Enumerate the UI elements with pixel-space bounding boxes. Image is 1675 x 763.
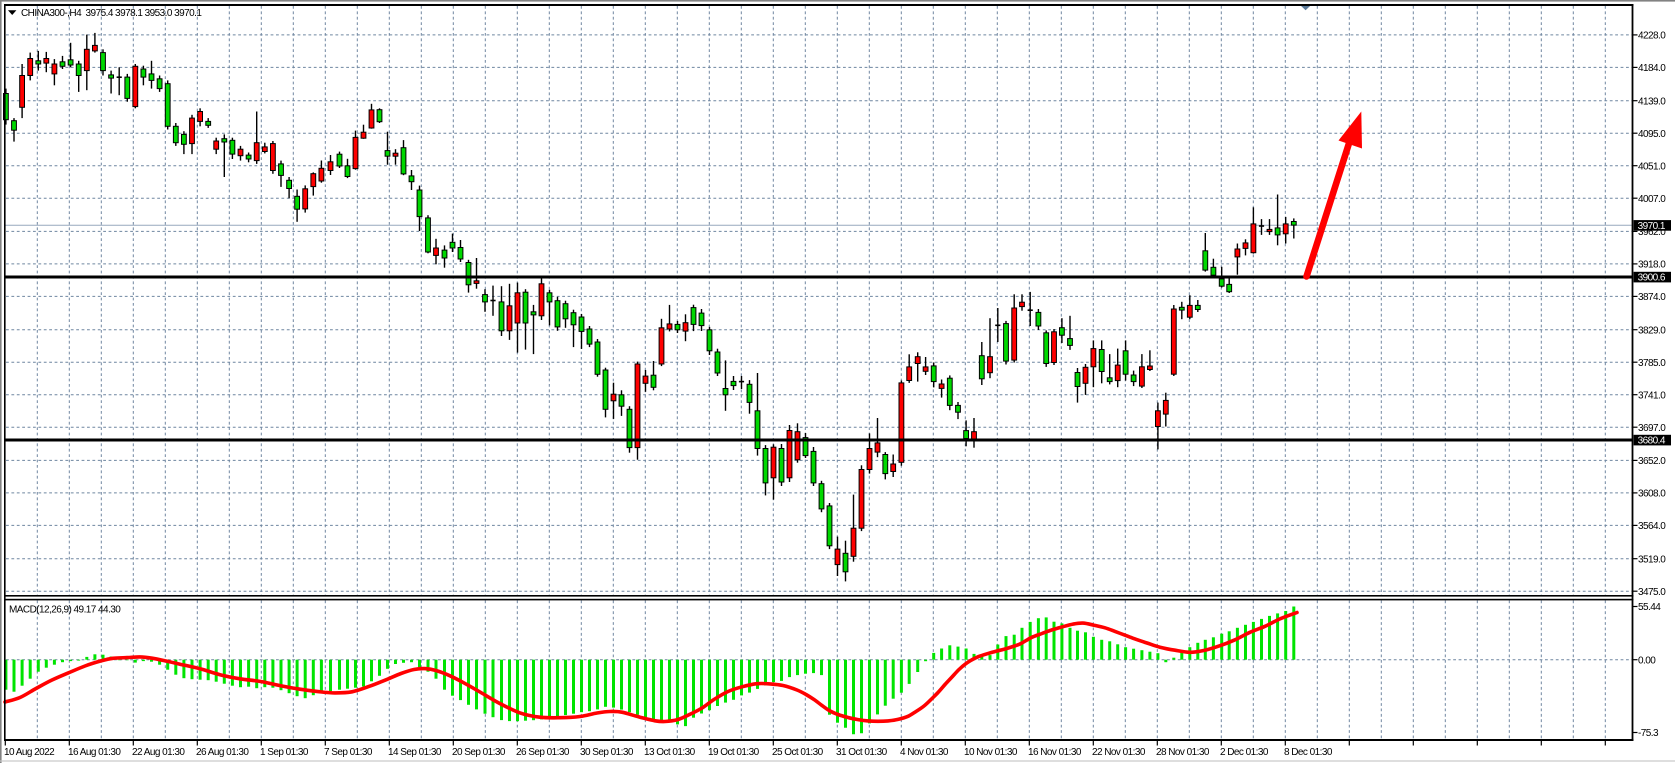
- svg-text:22 Aug 01:30: 22 Aug 01:30: [132, 747, 185, 758]
- svg-text:14 Sep 01:30: 14 Sep 01:30: [388, 747, 442, 758]
- svg-text:3519.0: 3519.0: [1638, 554, 1666, 565]
- svg-text:3475.0: 3475.0: [1638, 587, 1666, 598]
- svg-text:-75.3: -75.3: [1638, 728, 1659, 739]
- svg-text:16 Aug 01:30: 16 Aug 01:30: [68, 747, 121, 758]
- svg-text:3680.4: 3680.4: [1638, 436, 1666, 447]
- svg-text:26 Sep 01:30: 26 Sep 01:30: [516, 747, 570, 758]
- svg-text:55.44: 55.44: [1638, 602, 1661, 613]
- svg-text:7 Sep 01:30: 7 Sep 01:30: [324, 747, 373, 758]
- svg-text:26 Aug 01:30: 26 Aug 01:30: [196, 747, 249, 758]
- svg-text:3564.0: 3564.0: [1638, 521, 1666, 532]
- svg-text:MACD(12,26,9) 49.17 44.30: MACD(12,26,9) 49.17 44.30: [9, 604, 121, 615]
- svg-text:3697.0: 3697.0: [1638, 423, 1666, 434]
- svg-text:4051.0: 4051.0: [1638, 161, 1666, 172]
- svg-text:3918.0: 3918.0: [1638, 260, 1666, 271]
- svg-text:19 Oct 01:30: 19 Oct 01:30: [708, 747, 760, 758]
- svg-text:20 Sep 01:30: 20 Sep 01:30: [452, 747, 506, 758]
- svg-text:4228.0: 4228.0: [1638, 31, 1666, 42]
- svg-text:3608.0: 3608.0: [1638, 489, 1666, 500]
- svg-text:31 Oct 01:30: 31 Oct 01:30: [836, 747, 888, 758]
- svg-text:3741.0: 3741.0: [1638, 390, 1666, 401]
- svg-text:4184.0: 4184.0: [1638, 63, 1666, 74]
- svg-text:10 Aug 2022: 10 Aug 2022: [4, 747, 55, 758]
- svg-text:3652.0: 3652.0: [1638, 456, 1666, 467]
- svg-text:3970.1: 3970.1: [1638, 221, 1666, 232]
- svg-text:13 Oct 01:30: 13 Oct 01:30: [644, 747, 696, 758]
- svg-text:CHINA300-,H4 3975.4 3978.1 39: CHINA300-,H4 3975.4 3978.1 3953.0 3970.1: [21, 8, 202, 19]
- svg-text:8 Dec 01:30: 8 Dec 01:30: [1284, 747, 1333, 758]
- svg-text:2 Dec 01:30: 2 Dec 01:30: [1220, 747, 1269, 758]
- svg-text:3874.0: 3874.0: [1638, 292, 1666, 303]
- svg-text:4007.0: 4007.0: [1638, 194, 1666, 205]
- svg-text:4139.0: 4139.0: [1638, 96, 1666, 107]
- svg-text:10 Nov 01:30: 10 Nov 01:30: [964, 747, 1018, 758]
- svg-text:3785.0: 3785.0: [1638, 358, 1666, 369]
- svg-text:4 Nov 01:30: 4 Nov 01:30: [900, 747, 949, 758]
- svg-text:3962.0: 3962.0: [1638, 227, 1666, 238]
- svg-text:3900.6: 3900.6: [1638, 273, 1666, 284]
- svg-text:22 Nov 01:30: 22 Nov 01:30: [1092, 747, 1146, 758]
- svg-text:25 Oct 01:30: 25 Oct 01:30: [772, 747, 824, 758]
- svg-text:28 Nov 01:30: 28 Nov 01:30: [1156, 747, 1210, 758]
- svg-text:1 Sep 01:30: 1 Sep 01:30: [260, 747, 309, 758]
- svg-text:3829.0: 3829.0: [1638, 325, 1666, 336]
- svg-text:30 Sep 01:30: 30 Sep 01:30: [580, 747, 634, 758]
- svg-text:4095.0: 4095.0: [1638, 129, 1666, 140]
- svg-text:0.00: 0.00: [1638, 655, 1656, 666]
- svg-text:16 Nov 01:30: 16 Nov 01:30: [1028, 747, 1082, 758]
